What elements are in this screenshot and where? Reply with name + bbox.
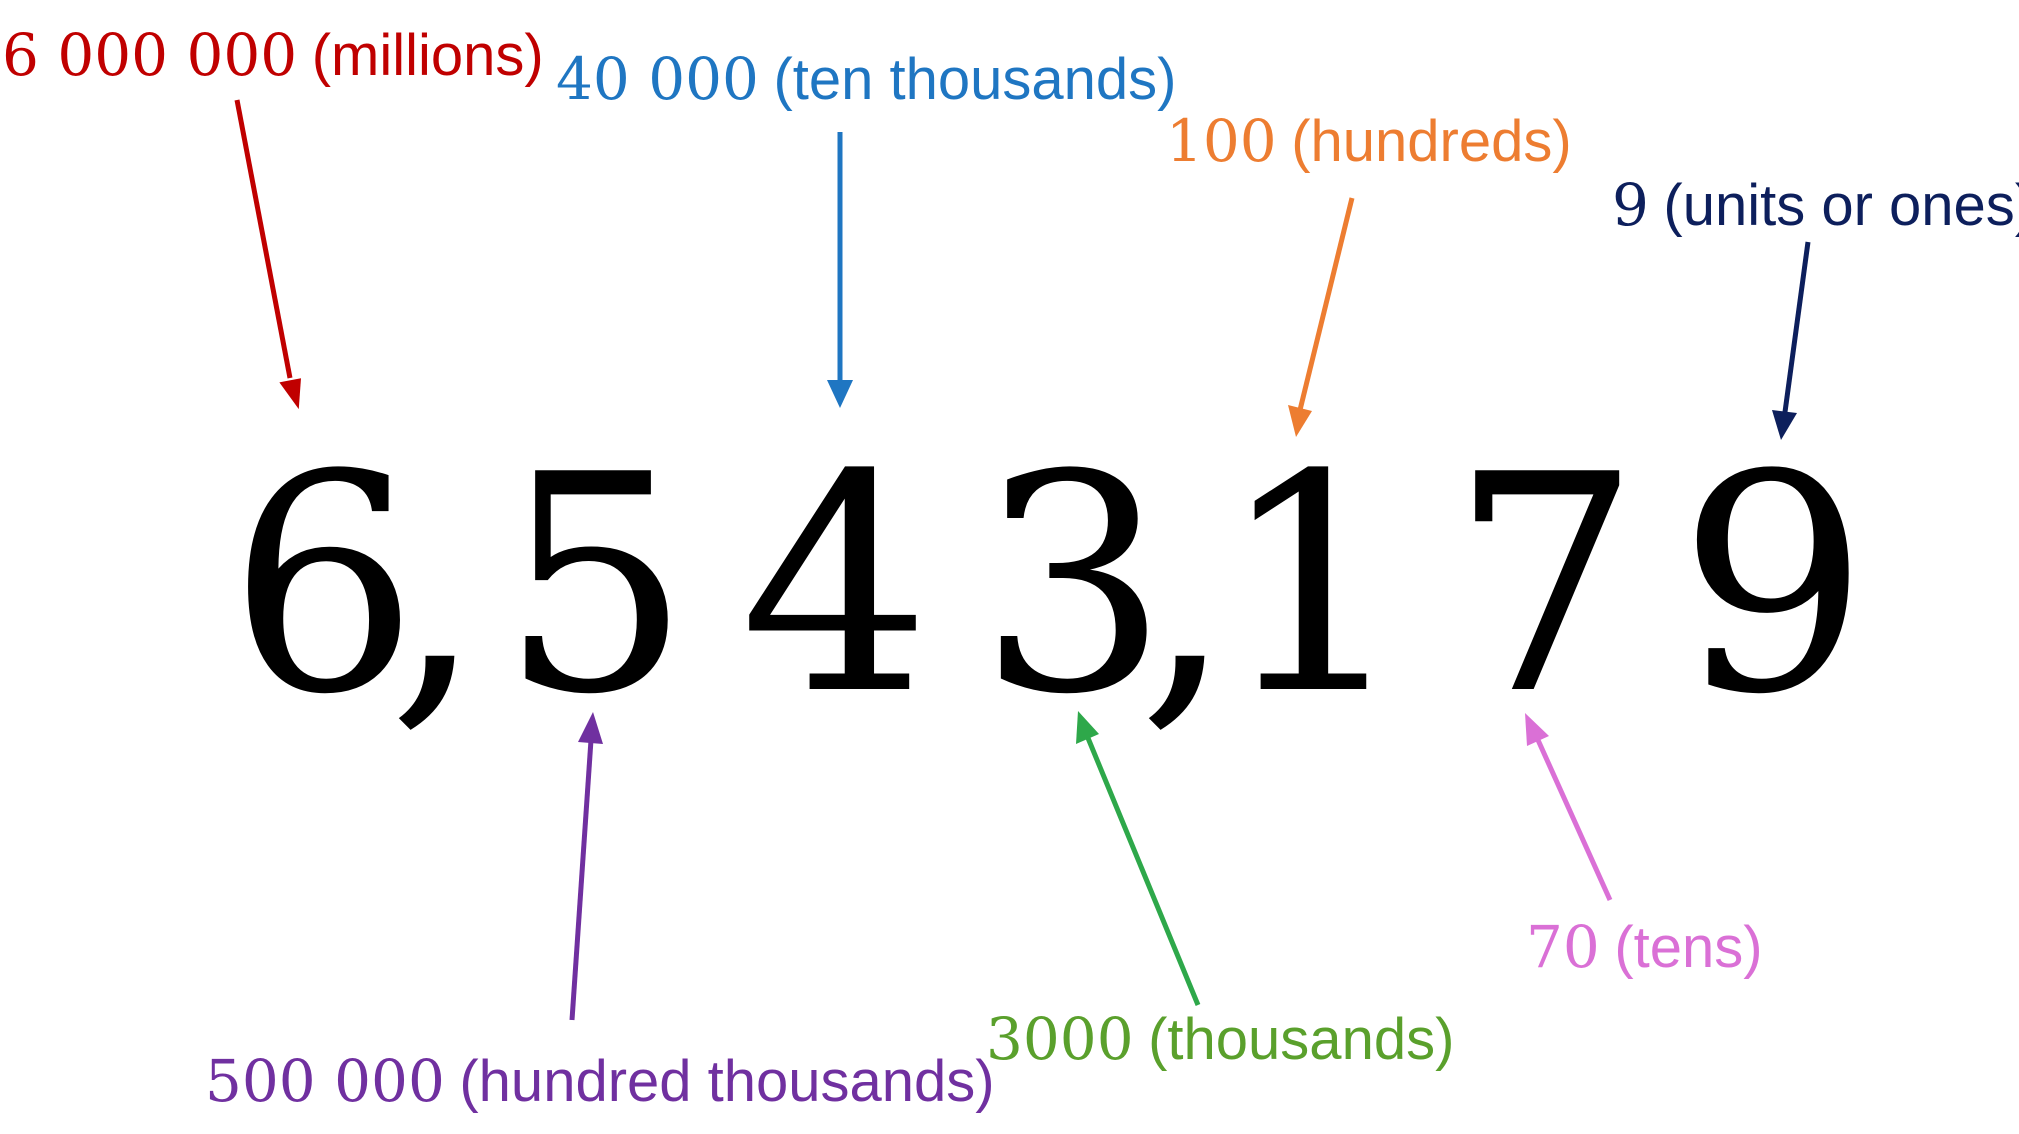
- label-thousands-value: 3000: [986, 1005, 1134, 1073]
- digit-millions: 6: [228, 411, 419, 760]
- comma-separator: ,: [388, 411, 484, 760]
- digit-hundreds: 1: [1218, 411, 1409, 760]
- label-units: 9 (units or ones): [1612, 176, 2019, 235]
- digit-units: 9: [1678, 411, 1869, 760]
- label-hundred-thousands-value: 500 000: [205, 1047, 445, 1115]
- label-hundreds-value: 100: [1166, 107, 1277, 175]
- label-thousands-place: (thousands): [1148, 1007, 1455, 1072]
- label-millions: 6 000 000 (millions): [2, 26, 544, 85]
- arrow-hundred-thousands: [569, 712, 603, 1021]
- label-hundred-thousands-place: (hundred thousands): [459, 1049, 995, 1114]
- arrow-millions: [234, 99, 301, 410]
- label-thousands: 3000 (thousands): [986, 1010, 1454, 1069]
- label-tens: 70 (tens): [1526, 918, 1763, 977]
- digit-tens: 7: [1450, 411, 1641, 760]
- arrow-tens: [1525, 713, 1613, 902]
- label-units-place: (units or ones): [1663, 173, 2019, 238]
- label-units-value: 9: [1612, 171, 1649, 239]
- digit-ten-thousands: 4: [740, 411, 931, 760]
- label-hundreds-place: (hundreds): [1291, 109, 1572, 174]
- digit-hundred-thousands: 5: [500, 411, 691, 760]
- digit-thousands: 3: [978, 411, 1169, 760]
- label-ten-thousands-place: (ten thousands): [773, 47, 1177, 112]
- label-hundreds: 100 (hundreds): [1166, 112, 1572, 171]
- label-hundred-thousands: 500 000 (hundred thousands): [205, 1052, 995, 1111]
- label-ten-thousands: 40 000 (ten thousands): [556, 50, 1176, 109]
- label-millions-value: 6 000 000: [2, 21, 298, 89]
- label-tens-value: 70: [1526, 913, 1600, 981]
- arrow-thousands: [1076, 711, 1201, 1006]
- comma-separator: ,: [1138, 411, 1234, 760]
- label-ten-thousands-value: 40 000: [556, 45, 759, 113]
- arrow-units: [1772, 241, 1811, 440]
- arrow-ten-thousands: [827, 132, 853, 408]
- label-tens-place: (tens): [1614, 915, 1763, 980]
- label-millions-place: (millions): [311, 23, 544, 88]
- arrow-hundreds: [1288, 197, 1355, 437]
